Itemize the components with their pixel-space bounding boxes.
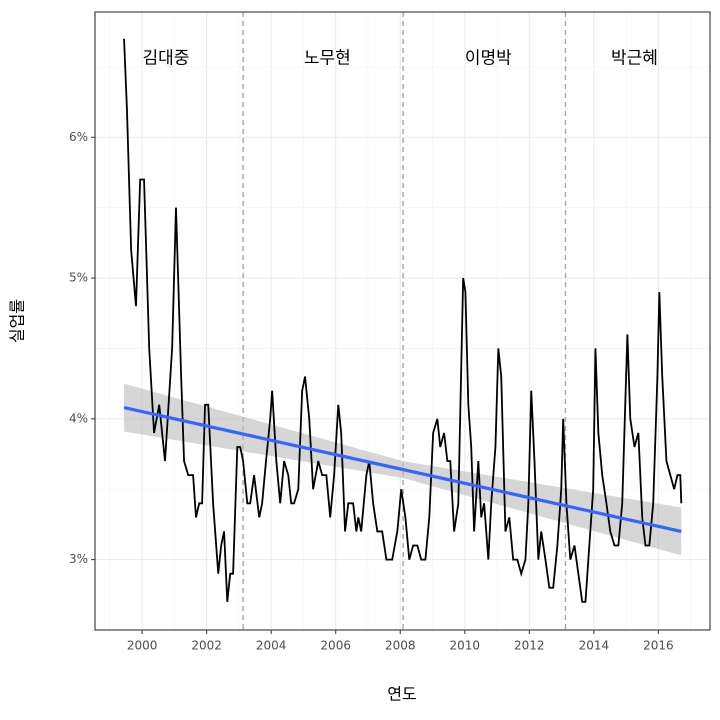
period-label: 이명박 (465, 48, 512, 68)
x-tick-label: 2006 (320, 639, 351, 653)
panel-border (94, 11, 711, 631)
x-tick-label: 2008 (385, 639, 416, 653)
y-tick-label: 6% (69, 130, 88, 144)
y-tick-label: 3% (69, 552, 88, 566)
x-tick-label: 2000 (127, 639, 158, 653)
x-tick-label: 2010 (450, 639, 481, 653)
x-tick-label: 2016 (643, 639, 674, 653)
unemployment-line (123, 38, 683, 603)
trend-line (123, 406, 682, 534)
period-label: 노무현 (304, 48, 351, 68)
x-tick-label: 2004 (256, 639, 287, 653)
period-label: 박근혜 (611, 48, 658, 68)
y-tick-label: 4% (69, 411, 88, 425)
x-tick-label: 2014 (579, 639, 610, 653)
x-axis-title: 연도 (387, 685, 416, 704)
y-axis-title: 실업률 (8, 299, 27, 343)
period-label: 김대중 (143, 48, 190, 68)
x-tick-label: 2002 (191, 639, 222, 653)
y-tick-label: 5% (69, 271, 88, 285)
x-tick-label: 2012 (514, 639, 545, 653)
